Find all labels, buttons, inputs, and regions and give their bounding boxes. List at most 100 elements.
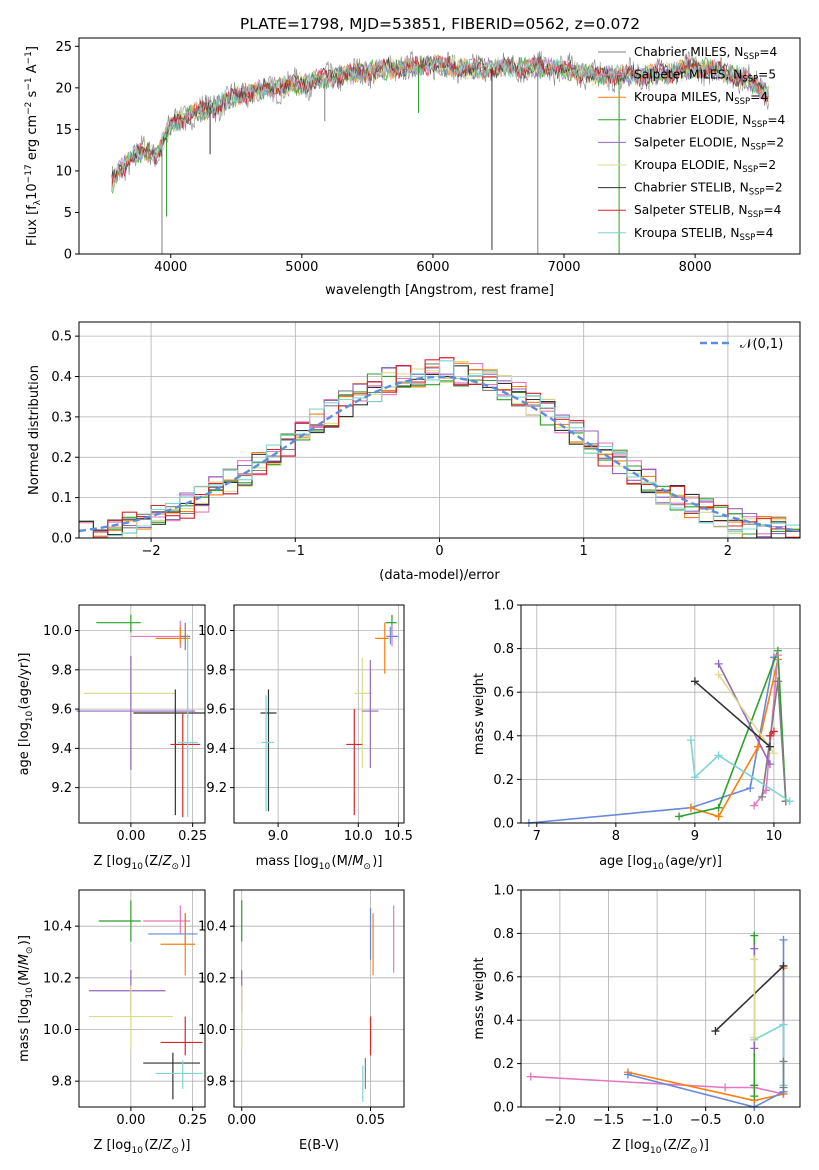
x-tick-label: 6000 [416,260,449,275]
y-tick-label: 0.4 [493,1014,514,1029]
age-weight-panel: 7 8 9 10 0.0 0.2 0.4 0.6 0.8 1.0 age [log10 (age/y… [472,599,801,872]
weight-marker [769,749,778,758]
y-axis-label: Flux [fλ10−17 erg cm−2 s−1 A−1] [24,46,43,246]
x-tick-label: 0.05 [356,1113,385,1128]
weight-marker [714,751,723,760]
y-tick-label: 0.0 [493,1101,514,1116]
plot-frame [78,889,206,1108]
weight-marker [721,1083,730,1092]
weight-line [690,659,779,818]
histogram-step [79,357,800,539]
y-tick-label: 15 [55,123,72,138]
y-tick-label: 9.4 [206,742,227,757]
weight-line [769,730,775,737]
y-tick-label: 0.1 [51,491,72,506]
x-tick-label: 10 [766,829,783,844]
y-tick-label: 25 [55,40,72,55]
y-axis-label: mass weight [472,673,487,755]
x-tick-label: 7000 [547,260,580,275]
legend-label: 𝒩(0,1) [740,337,783,352]
y-tick-label: 9.2 [51,781,72,796]
y-tick-label: 10.0 [198,624,227,639]
weight-marker [526,1072,535,1081]
z-weight-panel: −2.0 −1.5 −1.0 −0.5 0.0 0.0 0.2 0.4 0.6 0.8 1.0 Z [… [472,884,801,1156]
spectrum-panel: 4000 5000 6000 7000 8000 0 5 10 15 20 25 wavelength… [24,37,801,298]
y-tick-label: 10 [55,164,72,179]
plot-frame [520,889,801,1108]
y-tick-label: 0.6 [493,686,514,701]
x-tick-label: 2 [724,544,732,559]
y-tick-label: 0.3 [51,410,72,425]
y-axis-label: Normed distribution [27,365,42,495]
plot-frame [233,889,405,1108]
weight-marker [750,955,759,964]
weight-marker [765,731,774,740]
y-tick-label: 0.6 [493,970,514,985]
weight-marker [675,812,684,821]
mass-age-panel: 9.0 10.0 10.5 9.2 9.4 9.6 9.8 10.0 mass [log10 (… [198,604,413,872]
y-tick-label: 9.8 [51,663,72,678]
y-tick-label: 10.2 [43,971,72,986]
x-tick-label: 1 [580,544,588,559]
weight-line [717,674,775,754]
plot-frame [233,604,405,824]
weight-marker [765,760,774,769]
y-tick-label: 9.6 [51,703,72,718]
x-tick-label: 0.0 [744,1113,765,1128]
y-tick-label: 1.0 [493,599,514,614]
spectrum-legend: Chabrier MILES, NSSP=4 Salpeter MILES, NS… [598,45,786,243]
x-tick-label: 0.25 [178,829,207,844]
ebv-mass-panel: 0.00 0.05 9.8 10.0 10.2 10.4 E(B-V) [198,889,405,1153]
x-axis-label: (data-model)/error [379,568,500,583]
y-axis-label: mass weight [472,957,487,1039]
plot-frame [520,604,801,824]
x-tick-label: 5000 [285,260,318,275]
weight-marker [769,727,778,736]
x-tick-label: 0.00 [227,1113,256,1128]
y-tick-label: 10.4 [198,920,227,935]
weight-marker [785,797,794,806]
legend-label: Kroupa STELIB, NSSP=4 [634,226,774,243]
y-tick-label: 10.2 [198,971,227,986]
y-tick-label: 20 [55,81,72,96]
weight-marker [779,935,788,944]
weight-marker [714,659,723,668]
y-tick-label: 9.2 [206,781,227,796]
x-tick-label: 7 [533,829,541,844]
legend-label: Chabrier STELIB, NSSP=2 [634,181,783,198]
weight-line [627,939,785,1108]
weight-marker [750,1033,759,1042]
y-tick-label: 9.4 [51,742,72,757]
plot-frame [78,604,206,824]
x-tick-label: 0.00 [116,1113,145,1128]
x-tick-label: 9.0 [268,829,289,844]
weight-marker [623,1070,632,1079]
legend-label: Salpeter STELIB, NSSP=4 [634,203,782,220]
x-axis-label: mass [log10 (M/M⊙ )] [256,854,383,872]
weight-marker [750,801,759,810]
weight-marker [714,670,723,679]
x-axis-label: Z [log10 (Z/Z⊙ )] [94,1138,191,1156]
plot-frame [78,37,801,255]
y-tick-label: 0.4 [493,729,514,744]
weight-marker [765,742,774,751]
x-axis-label: Z [log10 (Z/Z⊙ )] [94,854,191,872]
weight-line [717,663,771,765]
weight-line [690,740,791,802]
x-tick-label: −0.5 [690,1113,722,1128]
weight-marker [758,792,767,801]
weight-marker [773,677,782,686]
weight-marker [686,803,695,812]
x-tick-label: −1.5 [593,1113,625,1128]
legend-label: Kroupa MILES, NSSP=4 [634,90,768,107]
y-tick-label: 0.8 [493,642,514,657]
y-tick-label: 0.2 [51,451,72,466]
weight-marker [750,1044,759,1053]
x-axis-label: wavelength [Angstrom, rest frame] [325,283,554,298]
weight-marker [779,1083,788,1092]
x-tick-label: −1.0 [641,1113,673,1128]
y-tick-label: 0.2 [493,773,514,788]
x-tick-label: 0.00 [116,829,145,844]
spectrum-line [111,55,769,184]
